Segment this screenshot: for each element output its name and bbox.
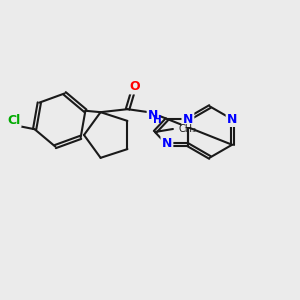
Text: N: N — [162, 137, 172, 150]
Text: O: O — [130, 80, 140, 93]
Text: Cl: Cl — [7, 114, 20, 127]
Text: N: N — [227, 113, 237, 126]
Text: N: N — [148, 109, 158, 122]
Text: CH₃: CH₃ — [179, 124, 197, 134]
Text: N: N — [183, 113, 193, 126]
Text: H: H — [153, 115, 161, 125]
